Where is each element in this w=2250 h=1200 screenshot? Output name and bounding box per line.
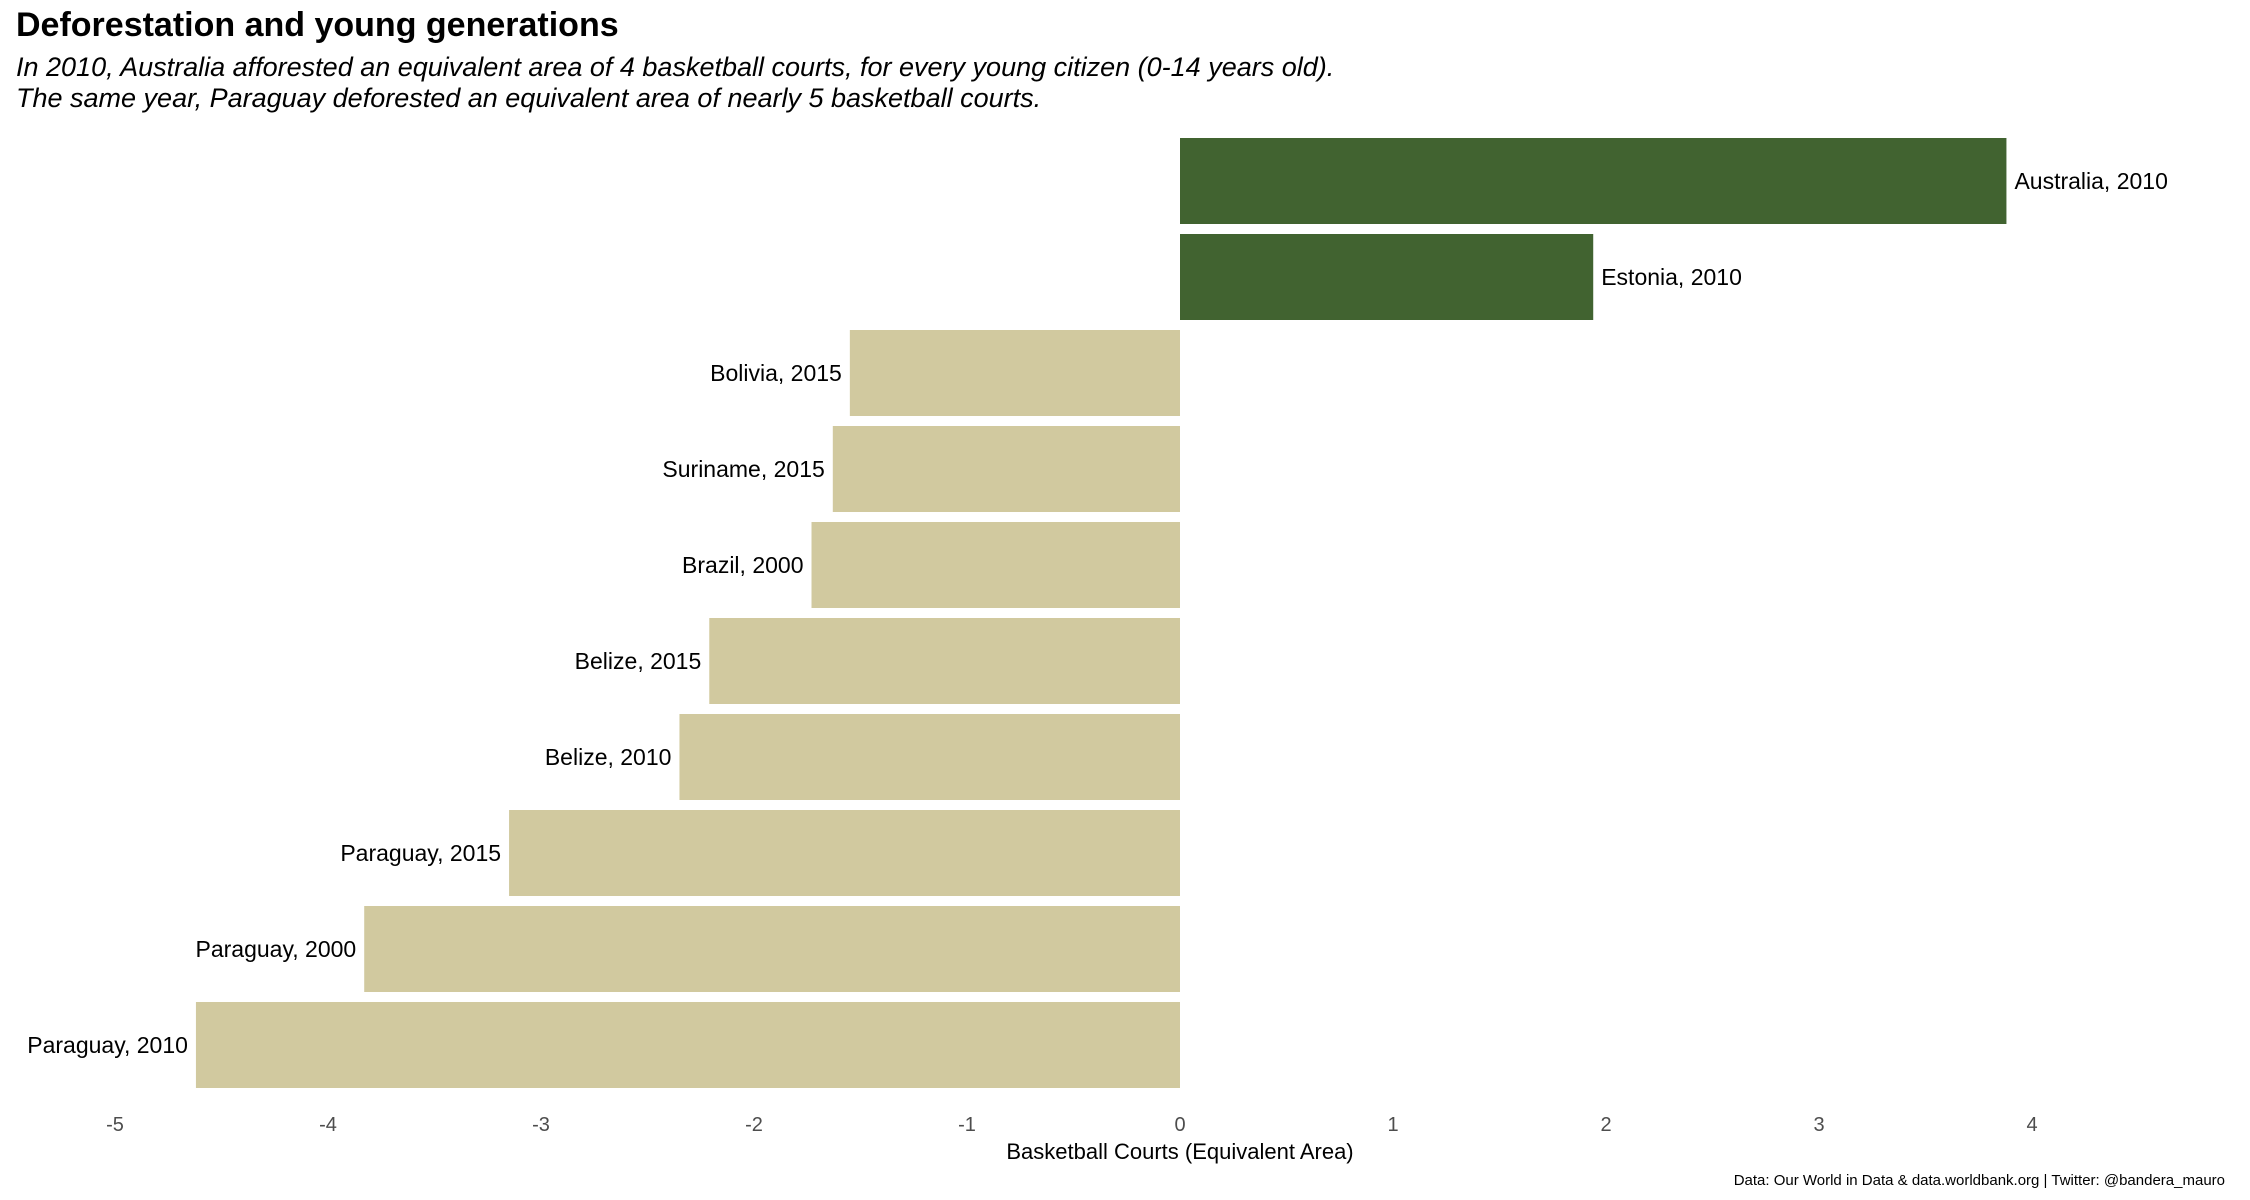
bar [811, 522, 1180, 608]
x-tick-label: 2 [1600, 1114, 1611, 1136]
x-axis-ticks: -5 -4 -3 -2 -1 0 1 2 3 4 [106, 1114, 2037, 1136]
data-source-caption: Data: Our World in Data & data.worldbank… [1733, 1172, 2225, 1189]
bar-label: Suriname, 2015 [662, 456, 824, 482]
x-tick-label: 1 [1387, 1114, 1398, 1136]
bars-group: Australia, 2010 Estonia, 2010 Bolivia, 201… [27, 138, 2168, 1088]
x-tick-label: -2 [745, 1114, 763, 1136]
bar [195, 1002, 1180, 1088]
bar-label: Belize, 2015 [575, 648, 702, 674]
bar [832, 426, 1180, 512]
x-tick-label: -1 [958, 1114, 976, 1136]
x-tick-label: -4 [319, 1114, 337, 1136]
bar-label: Brazil, 2000 [682, 552, 803, 578]
bar-label: Australia, 2010 [2014, 168, 2167, 194]
bar-label: Paraguay, 2015 [340, 840, 501, 866]
bar [679, 714, 1180, 800]
bar-label: Paraguay, 2010 [27, 1032, 188, 1058]
bar [509, 810, 1180, 896]
bar [849, 330, 1180, 416]
x-tick-label: 0 [1174, 1114, 1185, 1136]
chart-title: Deforestation and young generations [16, 6, 619, 44]
chart-subtitle: In 2010, Australia afforested an equival… [16, 52, 1334, 114]
bar-label: Paraguay, 2000 [196, 936, 357, 962]
bar-label: Bolivia, 2015 [710, 360, 842, 386]
subtitle-line-1: In 2010, Australia afforested an equival… [16, 52, 1335, 82]
x-tick-label: 3 [1813, 1114, 1824, 1136]
bar [1180, 234, 1594, 320]
subtitle-line-2: The same year, Paraguay deforested an eq… [16, 83, 1042, 113]
x-tick-label: -3 [532, 1114, 550, 1136]
x-tick-label: -5 [106, 1114, 124, 1136]
bar-label: Belize, 2010 [545, 744, 672, 770]
bar-label: Estonia, 2010 [1601, 264, 1742, 290]
bar [1180, 138, 2007, 224]
x-axis-title: Basketball Courts (Equivalent Area) [1006, 1139, 1353, 1164]
bar [709, 618, 1180, 704]
x-tick-label: 4 [2026, 1114, 2037, 1136]
bar [364, 906, 1181, 992]
